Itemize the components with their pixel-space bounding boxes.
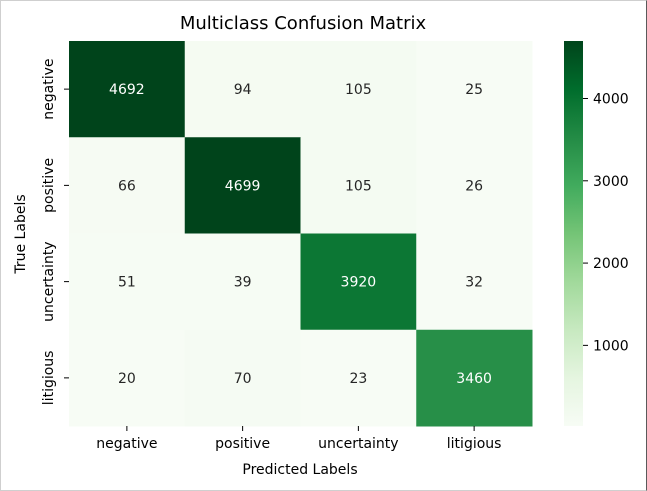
cell-value-label: 66 [118, 178, 136, 194]
y-tick-label: positive [41, 158, 57, 213]
cell-value-label: 4692 [109, 82, 145, 98]
cell-value-label: 70 [234, 371, 252, 387]
y-tick-label: negative [41, 59, 57, 120]
colorbar-tick-label: 3000 [593, 174, 629, 190]
heatmap-cell [184, 137, 301, 234]
heatmap-cell [69, 41, 186, 138]
x-tick-label: positive [215, 436, 270, 452]
heatmap-cell-labels: 4692 94 105 25 66 4699 105 26 51 39 3920 32 20 70 23 34… [109, 82, 492, 387]
colorbar-tick-label: 4000 [593, 92, 629, 108]
cell-value-label: 51 [118, 275, 136, 291]
heatmap-cell [416, 137, 533, 234]
x-tick-label: uncertainty [318, 436, 398, 452]
cell-value-label: 105 [345, 82, 372, 98]
colorbar [564, 41, 583, 426]
heatmap-cell [300, 137, 417, 234]
cell-value-label: 94 [234, 82, 252, 98]
cell-value-label: 39 [234, 275, 252, 291]
y-tick-label: litigious [41, 351, 57, 406]
colorbar-tick-label: 2000 [593, 256, 629, 272]
cell-value-label: 105 [345, 178, 372, 194]
y-tick-label: uncertainty [41, 241, 57, 321]
cell-value-label: 32 [465, 275, 483, 291]
heatmap-cell [69, 233, 186, 331]
cell-value-label: 23 [349, 371, 367, 387]
heatmap-cell [416, 329, 533, 427]
heatmap-cell [300, 41, 417, 138]
heatmap-cell [69, 137, 186, 234]
x-axis-ticks: negative positive uncertainty litigious [96, 426, 501, 452]
colorbar-tick-label: 1000 [593, 338, 629, 354]
heatmap-cell [416, 41, 533, 138]
heatmap-cells [69, 41, 533, 427]
chart-title: Multiclass Confusion Matrix [180, 13, 427, 34]
heatmap-cell [300, 329, 417, 427]
heatmap-cell [184, 41, 301, 138]
x-axis-label: Predicted Labels [242, 462, 357, 478]
y-axis-ticks: negative positive uncertainty litigious [41, 59, 69, 406]
cell-value-label: 3920 [341, 275, 377, 291]
colorbar-ticks: 1000 2000 3000 4000 [583, 92, 629, 354]
y-axis-label: True Labels [13, 194, 29, 274]
cell-value-label: 26 [465, 178, 483, 194]
cell-value-label: 25 [465, 82, 483, 98]
heatmap-cell [300, 233, 417, 331]
cell-value-label: 20 [118, 371, 136, 387]
cell-value-label: 4699 [225, 178, 261, 194]
x-tick-label: litigious [447, 436, 502, 452]
cell-value-label: 3460 [456, 371, 492, 387]
heatmap-cell [184, 329, 301, 427]
heatmap-cell [416, 233, 533, 331]
x-tick-label: negative [96, 436, 157, 452]
heatmap-cell [69, 329, 186, 427]
heatmap-cell [184, 233, 301, 331]
